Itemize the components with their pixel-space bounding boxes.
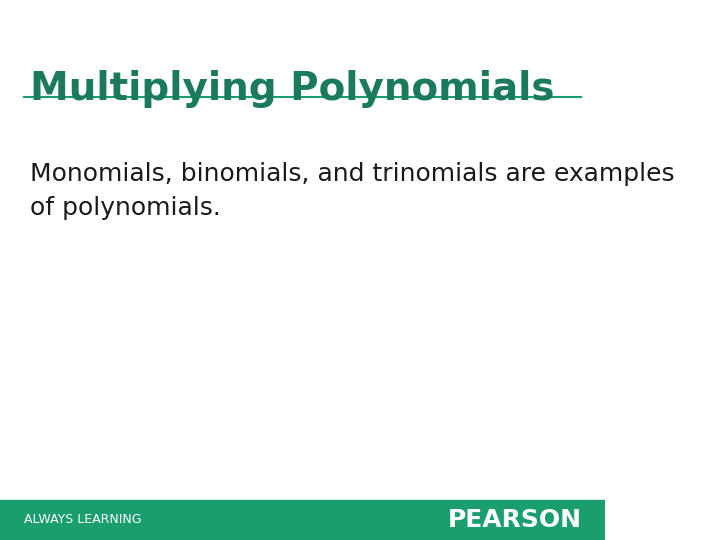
Text: ALWAYS LEARNING: ALWAYS LEARNING (24, 513, 142, 526)
Text: Monomials, binomials, and trinomials are examples
of polynomials.: Monomials, binomials, and trinomials are… (30, 162, 675, 219)
Text: PEARSON: PEARSON (447, 508, 581, 532)
Bar (0, 500, 606, 540)
Text: Multiplying Polynomials: Multiplying Polynomials (30, 70, 555, 108)
